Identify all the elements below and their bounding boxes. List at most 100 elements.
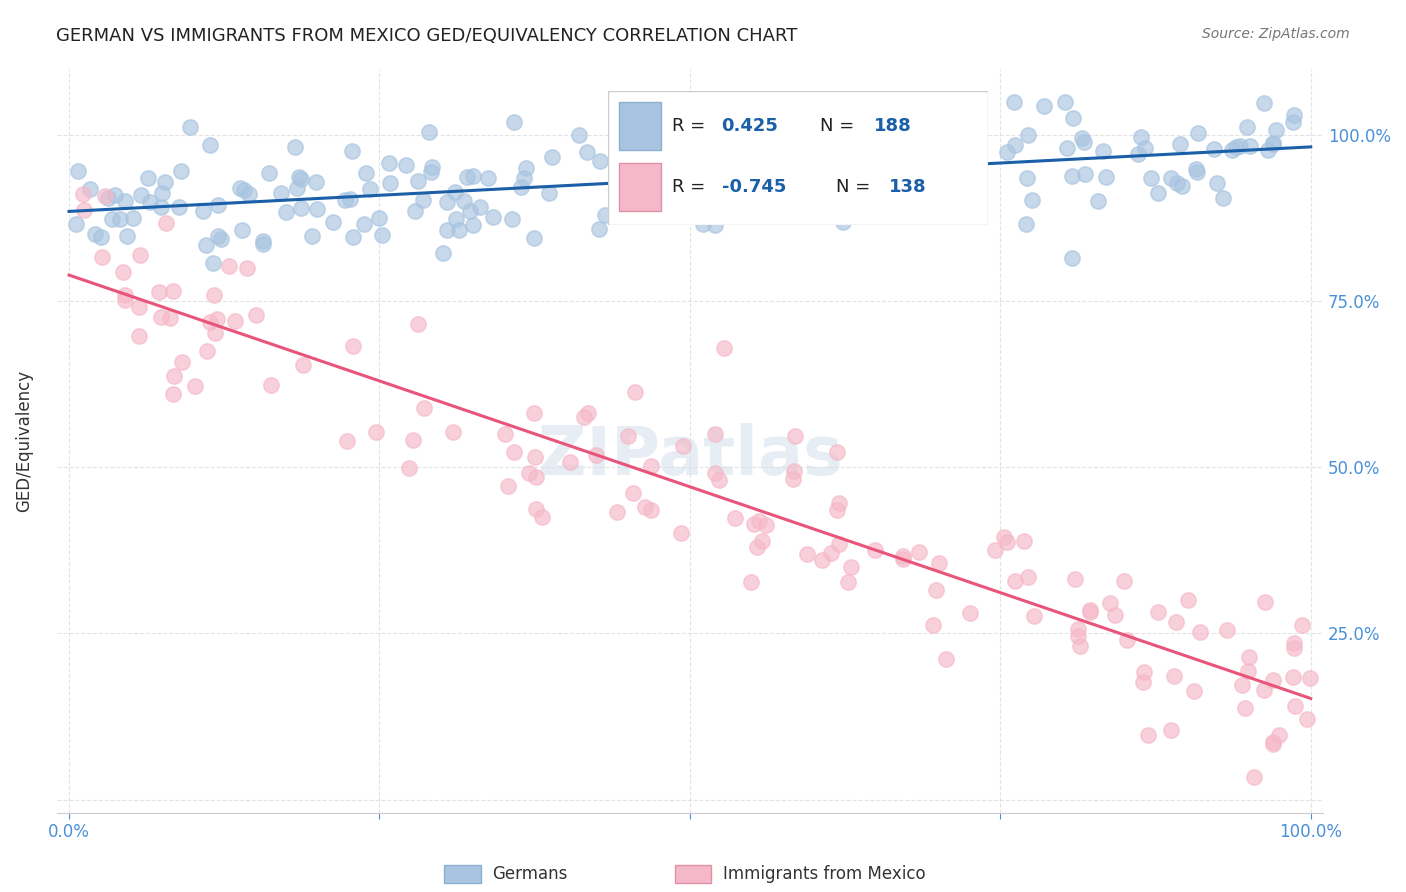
Point [963, 180, 986, 194]
Point [540, 149, 562, 163]
Point [1184, 683, 1206, 698]
Point [1220, 143, 1243, 157]
Point [859, 145, 882, 159]
Point [274, 205, 297, 219]
Point [782, 472, 804, 486]
Point [340, 144, 363, 158]
Point [891, 551, 914, 566]
Point [231, 223, 253, 237]
Point [1253, 682, 1275, 697]
Point [301, 228, 323, 243]
Point [792, 136, 814, 150]
Point [339, 192, 361, 206]
Point [111, 264, 134, 278]
Point [702, 171, 724, 186]
Point [270, 186, 292, 201]
Point [238, 187, 260, 202]
Point [783, 464, 806, 478]
Point [863, 543, 886, 558]
Point [501, 212, 523, 227]
Point [333, 193, 356, 207]
Point [104, 187, 127, 202]
Point [1295, 712, 1317, 726]
Point [1230, 678, 1253, 692]
Point [1284, 698, 1306, 713]
Point [967, 151, 990, 165]
Point [935, 652, 957, 666]
Point [1012, 534, 1035, 549]
Point [644, 169, 666, 184]
Point [1237, 664, 1260, 678]
Point [908, 545, 931, 559]
Point [877, 140, 900, 154]
Point [148, 285, 170, 300]
Point [163, 368, 186, 383]
Point [813, 169, 835, 184]
Point [1229, 139, 1251, 153]
Point [90, 250, 112, 264]
Point [149, 310, 172, 324]
Point [1033, 99, 1056, 113]
Point [207, 198, 229, 212]
Point [1126, 146, 1149, 161]
Point [1216, 623, 1239, 637]
Point [1268, 728, 1291, 742]
Point [801, 145, 824, 159]
Point [1074, 167, 1097, 181]
Point [740, 575, 762, 590]
Point [1078, 603, 1101, 617]
Point [1202, 142, 1225, 156]
Point [444, 185, 467, 199]
Point [1133, 665, 1156, 679]
Point [194, 237, 217, 252]
Point [1168, 136, 1191, 151]
Point [284, 140, 307, 154]
Point [1095, 169, 1118, 184]
Point [136, 170, 159, 185]
Point [432, 246, 454, 260]
Point [65, 217, 87, 231]
Point [494, 426, 516, 441]
Point [155, 216, 177, 230]
Point [1140, 171, 1163, 186]
Point [398, 460, 420, 475]
Point [1004, 574, 1026, 589]
Point [1087, 194, 1109, 208]
Point [1054, 95, 1077, 109]
Point [588, 222, 610, 236]
Point [523, 231, 546, 245]
Point [257, 166, 280, 180]
Point [810, 553, 832, 567]
Point [1067, 622, 1090, 636]
Point [689, 184, 711, 198]
Point [526, 502, 548, 516]
Point [692, 217, 714, 231]
Point [1132, 675, 1154, 690]
Point [915, 152, 938, 166]
Point [342, 338, 364, 352]
Point [1166, 176, 1188, 190]
Point [162, 387, 184, 401]
Point [122, 211, 145, 225]
Point [731, 156, 754, 170]
Point [252, 236, 274, 251]
Text: Source: ZipAtlas.com: Source: ZipAtlas.com [1202, 27, 1350, 41]
Point [1237, 649, 1260, 664]
Point [682, 193, 704, 207]
Point [1187, 126, 1209, 140]
Point [291, 358, 314, 372]
Point [754, 518, 776, 533]
Point [1098, 596, 1121, 610]
Point [1282, 636, 1305, 650]
Point [517, 466, 540, 480]
Point [828, 537, 851, 551]
Point [1004, 138, 1026, 153]
Point [1015, 171, 1038, 186]
Point [477, 171, 499, 186]
Point [1261, 735, 1284, 749]
Point [224, 314, 246, 328]
Point [195, 344, 218, 359]
Point [229, 181, 252, 195]
Point [755, 152, 778, 166]
Point [845, 166, 868, 180]
